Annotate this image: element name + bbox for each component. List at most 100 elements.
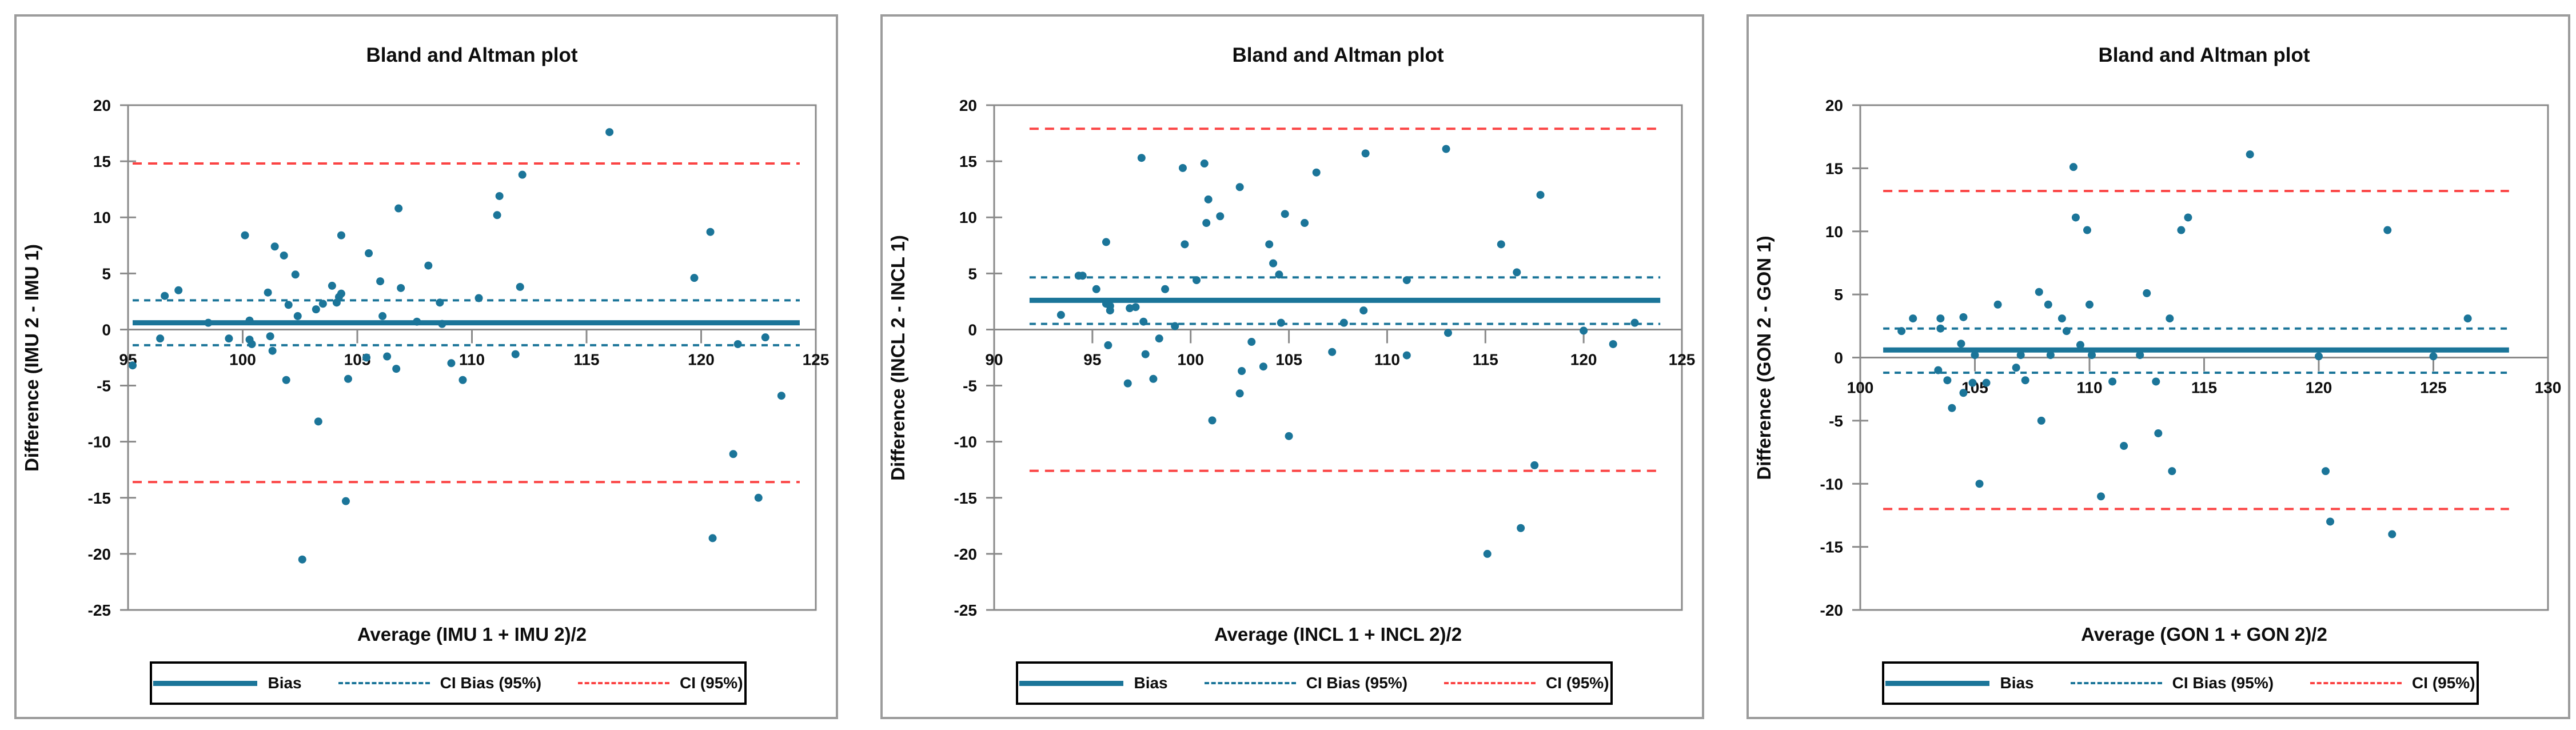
ci-bias-line-swatch [1204, 682, 1296, 684]
data-point [248, 340, 256, 348]
data-point [156, 334, 165, 343]
x-axis: 95 100 105 110 115 120 125 [119, 328, 829, 368]
x-tick-label: 115 [573, 350, 599, 368]
data-point [511, 350, 520, 358]
data-point [1200, 159, 1209, 168]
data-point [1909, 314, 1917, 323]
legend: Bias CI Bias (95%) CI (95%) [150, 661, 747, 705]
y-tick-label: 10 [1825, 223, 1843, 241]
y-tick-label: 20 [959, 97, 977, 114]
legend-label: CI Bias (95%) [440, 674, 542, 692]
ci-line-swatch [2310, 682, 2402, 684]
data-point [1536, 190, 1545, 199]
data-point [392, 365, 401, 373]
plot-frame [127, 104, 817, 611]
data-point [733, 340, 742, 348]
x-tick-label: 125 [2420, 379, 2447, 397]
legend-label: Bias [268, 674, 302, 692]
data-point [365, 249, 373, 258]
x-tick-label: 120 [1570, 350, 1597, 368]
data-point [2044, 300, 2052, 309]
data-point [2168, 467, 2176, 476]
data-point [2326, 517, 2335, 526]
data-point [708, 534, 717, 542]
data-point [293, 312, 302, 320]
chart-title: Bland and Altman plot [366, 44, 578, 66]
legend-label: Bias [1134, 674, 1168, 692]
y-tick-label: -25 [954, 601, 977, 619]
data-point [413, 317, 421, 326]
reference-lines [1883, 190, 2509, 510]
y-axis-title: Difference (GON 2 - GON 1) [1753, 236, 1775, 480]
data-point [284, 301, 293, 309]
y-axis-title: Difference (IMU 2 - IMU 1) [21, 244, 42, 472]
y-tick-label: -5 [963, 377, 977, 395]
y-tick-label: 15 [93, 153, 111, 170]
data-point [266, 332, 274, 341]
bland-altman-panel-incl: 20 15 10 5 0 -5 -10 -15 -20 -25 90 95 100 105 110 115 12… [880, 14, 1704, 719]
legend-item-bias: Bias [153, 674, 302, 692]
data-point [1580, 326, 1588, 335]
data-point [2429, 352, 2438, 361]
data-point [1402, 351, 1411, 360]
data-point [1934, 366, 1943, 374]
data-point [1208, 416, 1217, 425]
bland-altman-panel-imu: 20 15 10 5 0 -5 -10 -15 -20 -25 95 100 105 110 115 120 1… [14, 14, 838, 719]
y-tick-label: -15 [1820, 538, 1843, 556]
data-point [2016, 351, 2025, 360]
data-point [605, 128, 614, 137]
bias-line-swatch [153, 680, 258, 686]
data-point [1359, 306, 1368, 315]
legend-item-ci: CI (95%) [578, 674, 743, 692]
legend-label: CI Bias (95%) [2172, 674, 2274, 692]
data-point [1513, 268, 1521, 277]
data-point [204, 318, 213, 327]
bland-altman-panel-gon: 20 15 10 5 0 -5 -10 -15 -20 100 105 110 115 120 125 130… [1746, 14, 2570, 719]
data-point [518, 170, 527, 179]
data-point [2085, 300, 2094, 309]
data-point [1092, 285, 1100, 293]
data-point [1361, 149, 1370, 158]
data-point [2177, 226, 2186, 234]
x-tick-label: 120 [2306, 379, 2332, 397]
data-point [383, 352, 392, 361]
data-point [2120, 442, 2128, 450]
data-point [2037, 416, 2045, 425]
data-point [2046, 351, 2055, 360]
data-point [174, 286, 183, 294]
data-point [1959, 313, 1968, 321]
x-tick-label: 125 [1669, 350, 1696, 368]
data-point [362, 353, 371, 362]
y-tick-label: 0 [968, 321, 977, 338]
data-point [241, 231, 249, 240]
y-tick-label: -15 [88, 489, 111, 507]
y-tick-label: 5 [968, 265, 977, 282]
y-axis: 20 15 10 5 0 -5 -10 -15 -20 [1820, 97, 1868, 619]
bias-line-swatch [1019, 680, 1124, 686]
chart-title: Bland and Altman plot [2098, 44, 2310, 66]
x-tick-label: 110 [2076, 379, 2102, 397]
y-tick-label: -10 [1820, 475, 1843, 493]
reference-lines [133, 162, 800, 484]
data-point [264, 288, 272, 297]
data-point [268, 346, 277, 355]
data-point [1530, 461, 1539, 469]
legend-item-ci-bias: CI Bias (95%) [2070, 674, 2274, 692]
data-point [1897, 327, 1906, 336]
data-point [2062, 327, 2071, 336]
data-point [1139, 317, 1148, 326]
data-point [378, 312, 387, 320]
data-point [1975, 480, 1984, 488]
data-point [1247, 338, 1256, 346]
data-point [1141, 350, 1150, 358]
data-point [2143, 289, 2151, 297]
data-point [1277, 318, 1285, 327]
bias-line-swatch [1885, 680, 1990, 686]
data-point [706, 228, 715, 236]
data-point [1281, 210, 1289, 218]
data-point [1982, 378, 1991, 387]
data-point [328, 281, 336, 290]
data-point [516, 282, 524, 291]
x-tick-label: 90 [985, 350, 1003, 368]
data-point [436, 298, 444, 307]
